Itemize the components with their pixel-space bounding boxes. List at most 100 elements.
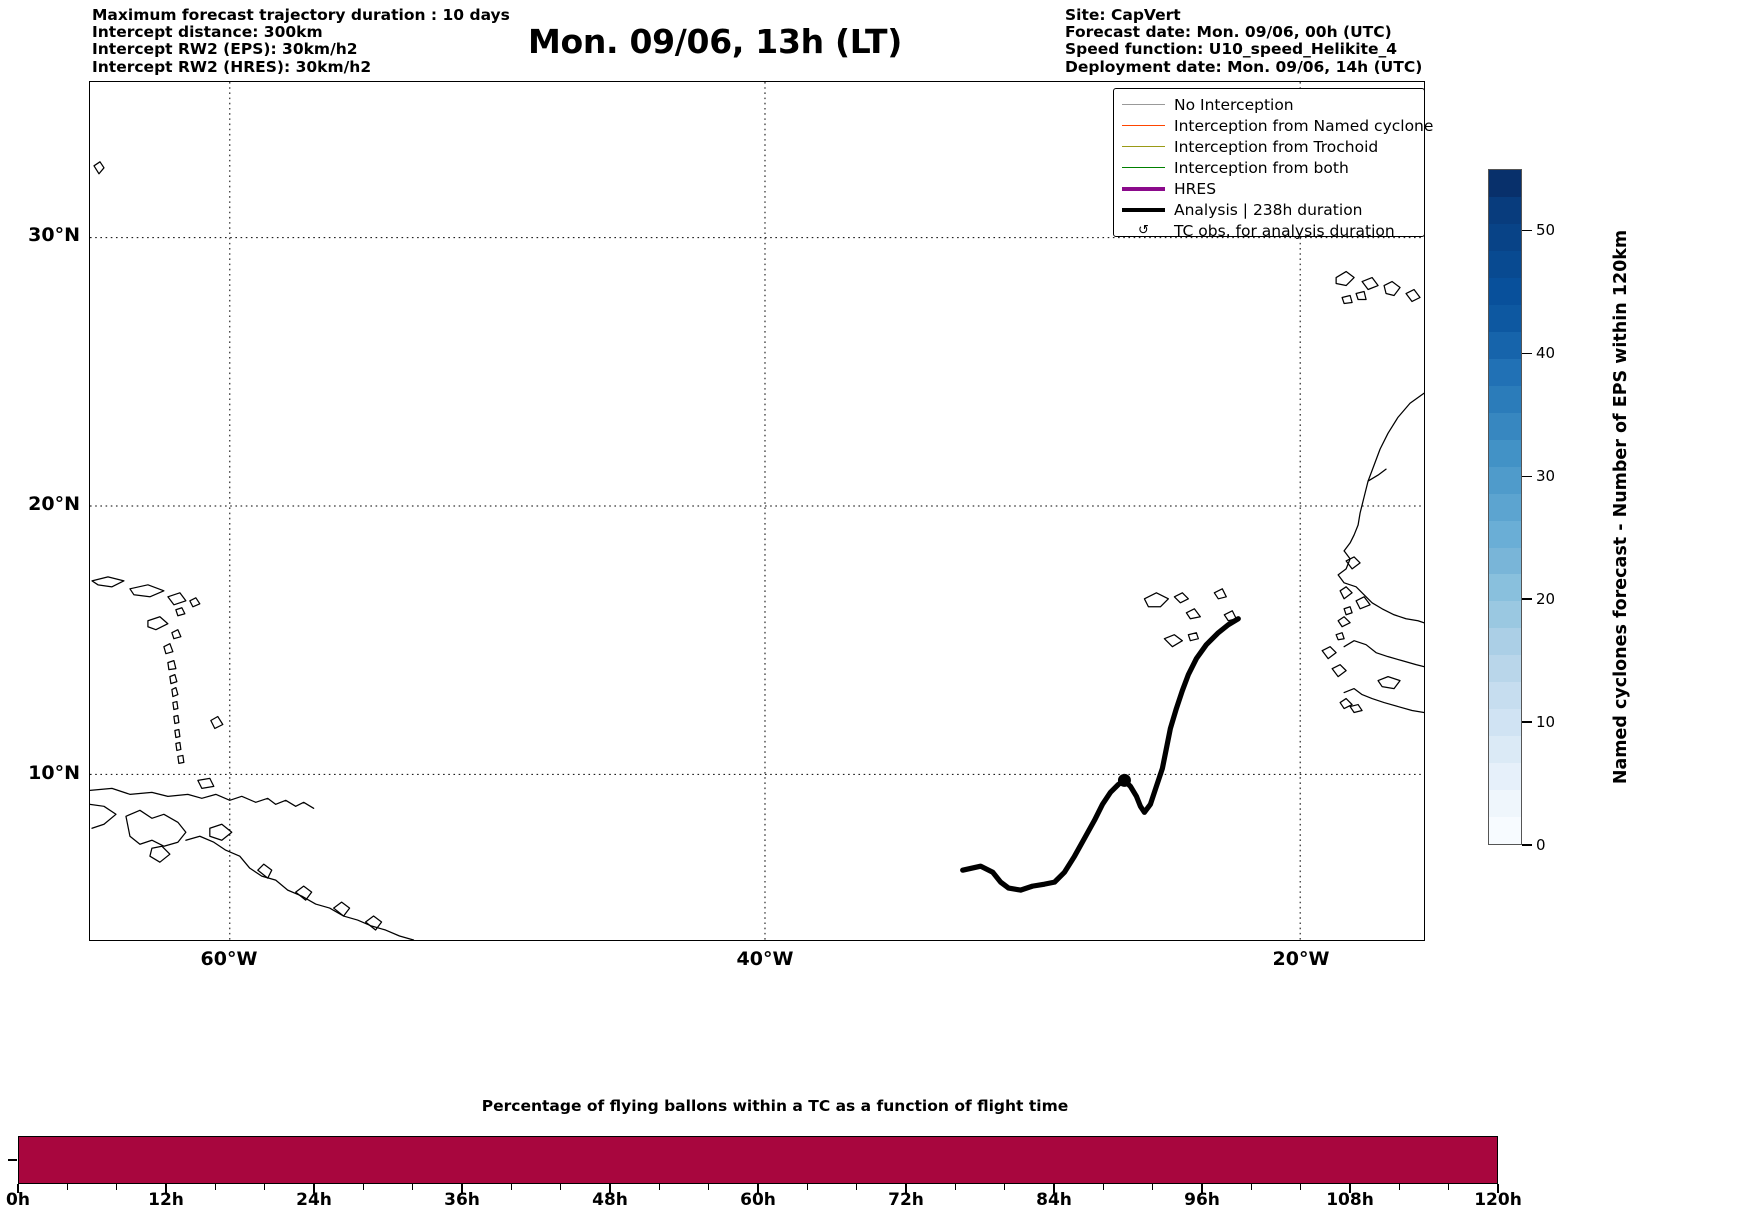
colorbar-gradient bbox=[1488, 169, 1522, 845]
map-xtick-label-40w: 40°W bbox=[736, 948, 794, 970]
map-ytick-label-20n: 20°N bbox=[28, 493, 80, 515]
flight-time-major-tick bbox=[905, 1184, 907, 1193]
flight-time-bar-axes[interactable] bbox=[18, 1136, 1498, 1184]
header-left-line-1: Intercept distance: 300km bbox=[92, 23, 323, 42]
colorbar-segment bbox=[1489, 817, 1521, 844]
flight-time-major-tick bbox=[165, 1184, 167, 1193]
header-right-line-2: Speed function: U10_speed_Helikite_4 bbox=[1065, 40, 1398, 59]
page-title: Mon. 09/06, 13h (LT) bbox=[527, 22, 903, 61]
colorbar-segment bbox=[1489, 520, 1521, 548]
legend-label: No Interception bbox=[1174, 95, 1294, 114]
bottom-bar-caption: Percentage of flying ballons within a TC… bbox=[481, 1097, 1069, 1115]
colorbar-title: Named cyclones forecast - Number of EPS … bbox=[1611, 229, 1631, 785]
colorbar-segment bbox=[1489, 439, 1521, 467]
legend-item-interception-both[interactable]: Interception from both bbox=[1122, 157, 1416, 178]
flight-time-minor-tick bbox=[658, 1184, 660, 1190]
flight-time-tick-label: 108h bbox=[1326, 1190, 1374, 1210]
flight-time-major-tick bbox=[313, 1184, 315, 1193]
flight-time-tick-label: 96h bbox=[1184, 1190, 1220, 1210]
colorbar-segment bbox=[1489, 412, 1521, 440]
legend-item-interception-trochoid[interactable]: Interception from Trochoid bbox=[1122, 136, 1416, 157]
legend-item-interception-named-cyclone[interactable]: Interception from Named cyclone bbox=[1122, 115, 1433, 136]
flight-time-minor-tick bbox=[559, 1184, 562, 1190]
legend-item-no-interception[interactable]: No Interception bbox=[1122, 94, 1416, 115]
colorbar-segment bbox=[1489, 682, 1521, 710]
header-left-info: Maximum forecast trajectory duration : 1… bbox=[92, 6, 510, 76]
flight-time-minor-tick bbox=[806, 1184, 808, 1190]
colorbar-segment bbox=[1489, 709, 1521, 737]
colorbar-segment bbox=[1489, 655, 1521, 683]
legend-label: Analysis | 238h duration bbox=[1174, 200, 1363, 219]
colorbar-segment bbox=[1489, 628, 1521, 656]
legend-item-hres[interactable]: HRES bbox=[1122, 178, 1416, 199]
flight-time-minor-tick bbox=[1003, 1184, 1006, 1190]
flight-time-minor-tick bbox=[362, 1184, 364, 1190]
header-right-line-0: Site: CapVert bbox=[1065, 6, 1181, 24]
colorbar-segment bbox=[1489, 197, 1521, 225]
colorbar-segment bbox=[1489, 574, 1521, 602]
colorbar-segment bbox=[1489, 736, 1521, 764]
colorbar-segment bbox=[1489, 277, 1521, 305]
legend-label: Interception from Named cyclone bbox=[1174, 116, 1434, 135]
legend-label: Interception from Trochoid bbox=[1174, 137, 1379, 156]
colorbar-segment bbox=[1489, 331, 1521, 359]
flight-time-minor-tick bbox=[66, 1184, 68, 1190]
flight-time-tick-label: 12h bbox=[148, 1190, 184, 1210]
flight-time-minor-tick bbox=[411, 1184, 414, 1190]
colorbar-segment bbox=[1489, 601, 1521, 629]
colorbar-segment bbox=[1489, 251, 1521, 278]
coastline-layer bbox=[90, 161, 1424, 940]
colorbar-tick-label: 20 bbox=[1536, 590, 1556, 609]
colorbar-segment bbox=[1489, 493, 1521, 521]
colorbar-tick-label: 40 bbox=[1536, 344, 1556, 363]
header-right-info: Site: CapVert Forecast date: Mon. 09/06,… bbox=[1065, 6, 1423, 76]
colorbar-tick bbox=[1522, 229, 1532, 232]
colorbar-segment bbox=[1489, 224, 1521, 252]
header-left-line-0: Maximum forecast trajectory duration : 1… bbox=[92, 6, 510, 24]
colorbar-tick bbox=[1522, 352, 1532, 355]
flight-time-minor-tick bbox=[510, 1184, 512, 1190]
colorbar-tick-label: 10 bbox=[1536, 713, 1556, 732]
flight-time-minor-tick bbox=[115, 1184, 118, 1190]
flight-time-tick-label: 24h bbox=[296, 1190, 332, 1210]
flight-time-minor-tick bbox=[1102, 1184, 1104, 1190]
flight-time-tick-label: 60h bbox=[740, 1190, 776, 1210]
legend-label: TC obs. for analysis duration bbox=[1174, 221, 1395, 240]
legend-item-tc-obs[interactable]: ↺ TC obs. for analysis duration bbox=[1122, 220, 1416, 241]
flight-time-bar-fill bbox=[19, 1137, 1497, 1183]
flight-time-bar-ytick bbox=[8, 1159, 17, 1161]
colorbar-tick bbox=[1522, 475, 1532, 477]
flight-time-tick-label: 84h bbox=[1036, 1190, 1072, 1210]
colorbar-segment bbox=[1489, 385, 1521, 413]
colorbar-segment bbox=[1489, 547, 1521, 575]
colorbar-tick-label: 30 bbox=[1536, 467, 1556, 486]
flight-time-tick-label: 0h bbox=[6, 1190, 30, 1210]
colorbar[interactable]: 0 10 20 30 40 50 bbox=[1488, 169, 1555, 854]
map-xtick-label-20w: 20°W bbox=[1272, 948, 1330, 970]
flight-time-major-tick bbox=[1201, 1184, 1203, 1193]
flight-time-major-tick bbox=[609, 1184, 611, 1193]
tc-obs-marker bbox=[1117, 773, 1131, 787]
map-legend[interactable]: No Interception Interception from Named … bbox=[1113, 88, 1433, 240]
colorbar-segment bbox=[1489, 790, 1521, 818]
legend-line-icon bbox=[1122, 167, 1165, 168]
colorbar-tick bbox=[1522, 721, 1532, 723]
legend-line-icon bbox=[1122, 186, 1165, 191]
map-xtick-label-60w: 60°W bbox=[200, 948, 258, 970]
legend-label: Interception from both bbox=[1174, 158, 1349, 177]
flight-time-minor-tick bbox=[855, 1184, 858, 1190]
analysis-track bbox=[960, 616, 1241, 893]
flight-time-major-tick bbox=[461, 1184, 463, 1193]
graticule bbox=[90, 82, 1424, 940]
colorbar-segment bbox=[1489, 763, 1521, 791]
colorbar-segment bbox=[1489, 466, 1521, 494]
flight-time-tick-label: 72h bbox=[888, 1190, 924, 1210]
colorbar-segment bbox=[1489, 304, 1521, 332]
legend-line-icon bbox=[1122, 104, 1165, 105]
colorbar-tick-label: 0 bbox=[1536, 836, 1546, 854]
flight-time-major-tick bbox=[1053, 1184, 1055, 1193]
legend-item-analysis[interactable]: Analysis | 238h duration bbox=[1122, 199, 1416, 220]
flight-time-major-tick bbox=[1497, 1184, 1499, 1193]
header-right-line-3: Deployment date: Mon. 09/06, 14h (UTC) bbox=[1065, 57, 1423, 76]
flight-time-minor-tick bbox=[1250, 1184, 1252, 1190]
